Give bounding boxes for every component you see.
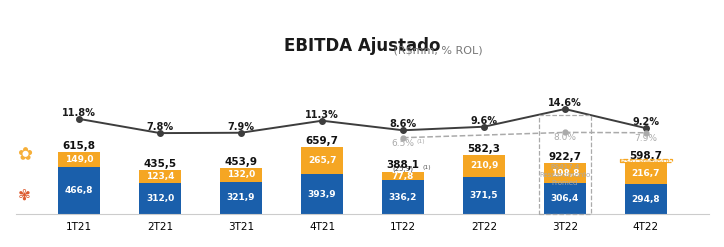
- Bar: [625, 162, 667, 184]
- Text: 8.0%: 8.0%: [553, 133, 576, 143]
- Bar: [301, 174, 343, 214]
- Text: 336,2: 336,2: [389, 193, 417, 202]
- Text: 615,8: 615,8: [63, 141, 96, 151]
- Text: (1): (1): [417, 139, 426, 144]
- Text: 922,7: 922,7: [548, 152, 581, 162]
- Text: 312,0: 312,0: [146, 194, 174, 203]
- Text: EBITDA Ajustado: EBITDA Ajustado: [285, 37, 441, 55]
- Text: ✾: ✾: [17, 188, 30, 203]
- Text: 123,4: 123,4: [146, 172, 174, 181]
- Bar: [382, 180, 424, 214]
- Text: 306,4: 306,4: [551, 194, 579, 203]
- Text: R$87 Prêmio/Ut: R$87 Prêmio/Ut: [621, 158, 670, 164]
- Text: 9.6%: 9.6%: [471, 116, 497, 126]
- Bar: [220, 168, 262, 182]
- Bar: [220, 182, 262, 214]
- Text: (1): (1): [422, 165, 431, 170]
- Bar: [625, 184, 667, 214]
- Text: 435,5: 435,5: [143, 159, 177, 169]
- Text: 9.2%: 9.2%: [632, 117, 660, 127]
- Text: 216,7: 216,7: [631, 169, 660, 178]
- Text: 582,3: 582,3: [468, 144, 500, 154]
- Bar: [301, 147, 343, 174]
- Text: (R$mm, % ROL): (R$mm, % ROL): [390, 45, 482, 55]
- Text: 371,5: 371,5: [470, 191, 498, 200]
- Text: 393,9: 393,9: [308, 190, 337, 199]
- Text: 598,7: 598,7: [629, 151, 662, 162]
- Bar: [544, 163, 586, 183]
- Text: 321,9: 321,9: [227, 193, 256, 203]
- Bar: [539, 115, 591, 214]
- Text: 6.5%: 6.5%: [392, 139, 414, 148]
- Text: 11.8%: 11.8%: [62, 108, 96, 118]
- Text: 8.6%: 8.6%: [390, 119, 416, 129]
- Text: 453,9: 453,9: [224, 157, 258, 167]
- Bar: [139, 170, 181, 183]
- Text: ✿: ✿: [17, 146, 32, 165]
- Bar: [382, 172, 424, 180]
- Bar: [620, 159, 672, 162]
- Text: (25,9): (25,9): [392, 165, 413, 172]
- Text: 265,7: 265,7: [308, 156, 336, 165]
- Text: 294,8: 294,8: [631, 195, 660, 204]
- Text: 210,9: 210,9: [470, 161, 498, 170]
- Text: 7.8%: 7.8%: [146, 122, 174, 132]
- Text: 7.9%: 7.9%: [634, 134, 657, 143]
- Text: 466,8: 466,8: [65, 186, 93, 195]
- Bar: [463, 177, 505, 214]
- Bar: [463, 155, 505, 177]
- Text: 11.3%: 11.3%: [305, 110, 339, 120]
- Bar: [58, 152, 100, 167]
- Text: 659,7: 659,7: [306, 136, 339, 146]
- Text: 7.9%: 7.9%: [227, 122, 255, 132]
- Bar: [139, 183, 181, 214]
- Text: R$417,4
Ressarcimento
Promed: R$417,4 Ressarcimento Promed: [539, 164, 591, 186]
- Text: 132,0: 132,0: [227, 170, 255, 179]
- Bar: [544, 183, 586, 214]
- Text: 388,1: 388,1: [387, 160, 419, 170]
- Bar: [58, 167, 100, 214]
- Text: 14.6%: 14.6%: [548, 98, 582, 108]
- Text: 77,8: 77,8: [392, 172, 414, 181]
- Text: 149,0: 149,0: [65, 155, 93, 164]
- Text: 198,8: 198,8: [551, 168, 579, 178]
